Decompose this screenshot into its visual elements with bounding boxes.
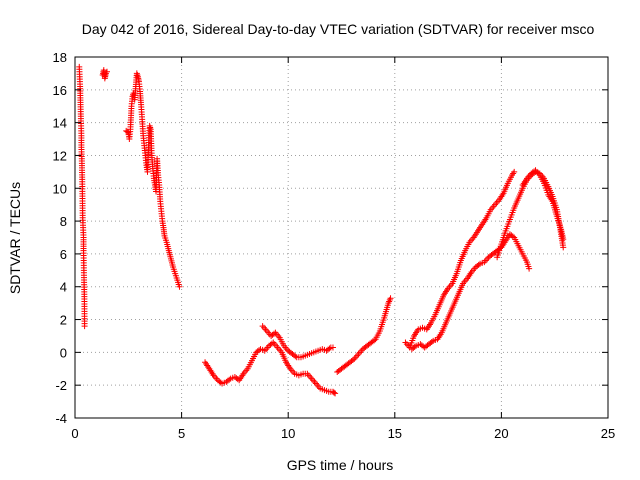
data-point — [475, 261, 482, 268]
plot-frame — [74, 56, 609, 419]
x-tick-label: 5 — [178, 426, 185, 441]
y-tick-label: 10 — [53, 181, 67, 196]
y-tick-label: 4 — [60, 280, 67, 295]
data-point — [371, 337, 378, 344]
data-point — [176, 283, 183, 290]
data-point — [103, 68, 110, 75]
data-point — [268, 340, 275, 347]
x-tick-label: 10 — [281, 426, 295, 441]
data-point — [428, 338, 435, 345]
data-point — [387, 295, 394, 302]
x-axis-label: GPS time / hours — [287, 457, 394, 473]
data-point — [331, 389, 338, 396]
data-point — [511, 168, 518, 175]
data-point — [509, 233, 516, 240]
y-tick-label: 0 — [60, 345, 67, 360]
y-tick-label: 14 — [53, 116, 67, 131]
data-point — [332, 390, 339, 397]
y-tick-label: 2 — [60, 313, 67, 328]
data-point — [560, 236, 567, 243]
chart-title: Day 042 of 2016, Sidereal Day-to-day VTE… — [82, 21, 595, 37]
data-point — [226, 376, 233, 383]
y-tick-label: 12 — [53, 148, 67, 163]
series-group — [202, 339, 339, 397]
x-tick-label: 0 — [71, 426, 78, 441]
y-axis-label: SDTVAR / TECUs — [7, 182, 23, 294]
x-tick-label: 20 — [494, 426, 508, 441]
data-point — [81, 323, 88, 330]
series-group — [259, 323, 336, 361]
grid-lines — [75, 57, 608, 418]
y-tick-label: -2 — [55, 378, 67, 393]
data-point — [531, 168, 538, 175]
data-point — [292, 353, 299, 360]
series-group — [402, 168, 518, 351]
data-point — [329, 344, 336, 351]
data-point — [270, 330, 277, 337]
x-tick-label: 15 — [388, 426, 402, 441]
data-point — [411, 343, 418, 350]
data-point — [326, 345, 333, 352]
y-tick-label: 6 — [60, 247, 67, 262]
x-tick-label: 25 — [601, 426, 615, 441]
series-group — [76, 63, 88, 330]
series-group — [123, 70, 183, 290]
y-tick-label: -4 — [55, 411, 67, 426]
y-axis-ticks: -4 -2 0 2 4 6 8 10 12 14 16 18 — [53, 50, 608, 426]
series-group — [99, 67, 110, 82]
x-axis-ticks: 0 5 10 15 20 25 — [71, 57, 615, 441]
series-group — [334, 295, 394, 376]
series-group — [519, 167, 567, 243]
y-tick-label: 18 — [53, 50, 67, 65]
data-point — [349, 357, 356, 364]
data-point — [526, 265, 533, 272]
series-group — [408, 231, 533, 353]
y-tick-label: 16 — [53, 83, 67, 98]
y-tick-label: 8 — [60, 214, 67, 229]
data-points — [76, 63, 567, 397]
data-point — [560, 244, 567, 251]
